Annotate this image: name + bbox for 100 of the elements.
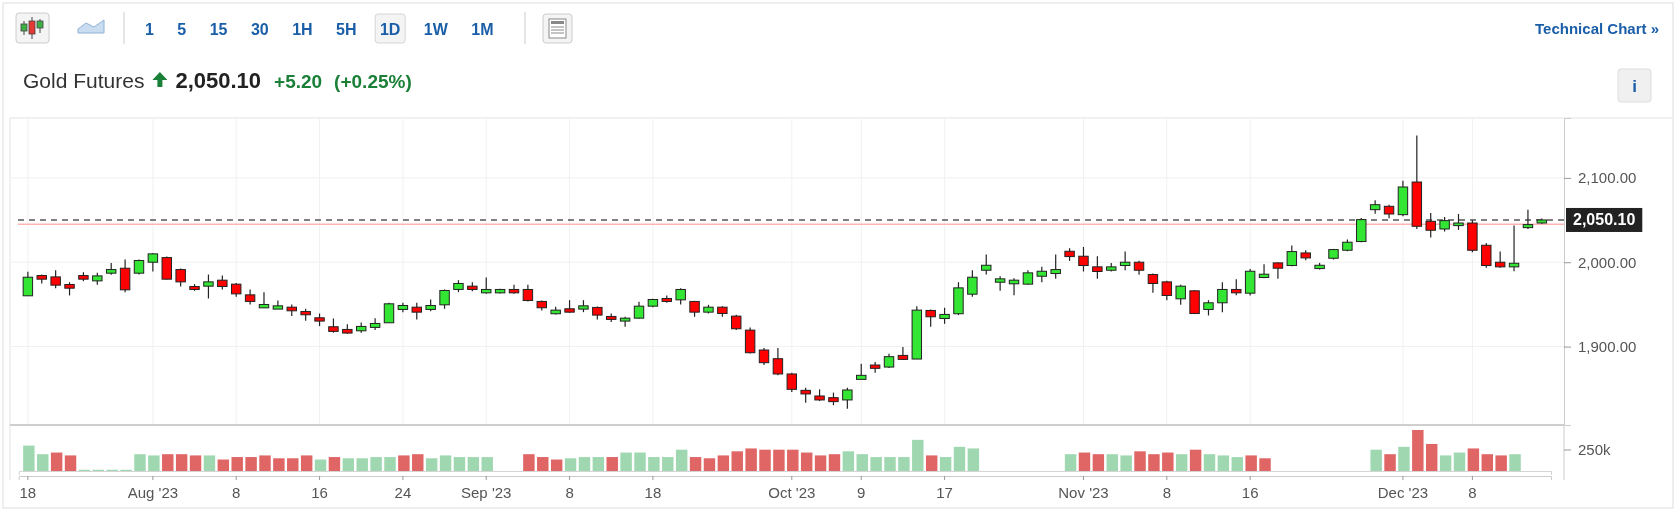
bar xyxy=(148,455,160,471)
candlestick xyxy=(369,317,381,331)
bar xyxy=(662,457,674,471)
candlestick xyxy=(1050,253,1061,280)
text: 1 5 15 30 1H 5H 1D 1W 1M xyxy=(145,21,494,38)
bar xyxy=(1425,443,1438,471)
bar xyxy=(731,451,743,471)
ref-line-label: 2,050.10 xyxy=(1573,211,1636,229)
bar xyxy=(1120,455,1132,471)
bar xyxy=(273,458,285,471)
candlestick xyxy=(1508,225,1520,272)
candlestick xyxy=(1244,268,1256,297)
candlestick xyxy=(1481,242,1492,269)
x-tick-label: Sep '23 xyxy=(461,484,512,501)
bar xyxy=(453,457,466,471)
bar xyxy=(675,449,688,471)
candlestick xyxy=(258,291,270,309)
bar xyxy=(856,454,868,471)
x-tick-label: 16 xyxy=(1241,484,1259,501)
bar xyxy=(384,457,396,471)
bar xyxy=(689,457,702,471)
bar xyxy=(1078,452,1091,471)
bar xyxy=(1370,449,1382,471)
candlestick xyxy=(1356,217,1367,243)
x-tick-label: 16 xyxy=(311,484,328,501)
bar xyxy=(1439,455,1452,471)
bar xyxy=(828,454,841,471)
x-tick-label: Dec '23 xyxy=(1377,484,1429,501)
bar xyxy=(606,457,618,471)
bar xyxy=(162,454,174,471)
candlestick xyxy=(981,253,992,276)
x-tick-label: Nov '23 xyxy=(1058,484,1109,501)
bar xyxy=(1467,448,1480,471)
bar xyxy=(1092,454,1105,471)
bar xyxy=(898,457,910,471)
bar xyxy=(231,457,243,471)
bar xyxy=(1259,458,1271,471)
bar xyxy=(634,452,646,471)
candlestick xyxy=(967,269,978,298)
x-tick-label: 9 xyxy=(857,484,866,501)
bar xyxy=(50,452,63,471)
bar xyxy=(1495,455,1507,471)
bar xyxy=(370,457,382,471)
bar xyxy=(412,454,424,471)
bar xyxy=(328,457,341,471)
candlestick xyxy=(869,361,881,374)
x-tick-label: 18 xyxy=(19,484,37,501)
bar xyxy=(134,454,146,471)
candlestick xyxy=(1258,263,1270,279)
bar xyxy=(717,455,730,471)
bar xyxy=(953,446,966,471)
bar xyxy=(23,445,35,471)
x-tick-label: 8 xyxy=(232,484,241,501)
bar xyxy=(537,457,549,471)
bar xyxy=(1203,454,1216,471)
candlestick xyxy=(1119,251,1131,271)
bar xyxy=(1245,455,1257,471)
bar xyxy=(703,458,716,471)
bar xyxy=(523,454,535,471)
bar xyxy=(773,449,785,471)
bar xyxy=(564,458,577,471)
chart-subtitle: 2,050.10 xyxy=(175,68,262,93)
x-tick-label: Oct '23 xyxy=(768,484,816,501)
candlestick xyxy=(119,258,131,293)
bar xyxy=(787,449,799,471)
bar xyxy=(592,457,605,471)
bar xyxy=(425,458,438,471)
chart-title: Gold Futures xyxy=(23,69,145,92)
y-tick-label: 1,900.00 xyxy=(1578,337,1637,355)
x-tick-label: 18 xyxy=(644,484,662,501)
bar xyxy=(1384,454,1396,471)
candlestick xyxy=(1217,281,1228,313)
y-tick-label: 2,000.00 xyxy=(1578,253,1637,271)
bar xyxy=(1481,454,1493,471)
x-tick-label: 8 xyxy=(565,484,574,501)
bar xyxy=(259,455,271,471)
bar xyxy=(1064,454,1077,471)
bar xyxy=(800,452,813,471)
bar xyxy=(648,457,660,471)
text: Technical Chart » xyxy=(1535,20,1659,37)
text: i xyxy=(1632,77,1637,96)
bar xyxy=(1148,454,1160,471)
bar xyxy=(398,455,410,471)
candlestick xyxy=(1522,209,1534,230)
candlestick xyxy=(994,275,1006,292)
candlestick xyxy=(22,271,34,297)
bar xyxy=(814,455,827,471)
bar xyxy=(467,457,480,471)
candlestick xyxy=(203,273,214,300)
bar xyxy=(1509,454,1521,471)
candlestick xyxy=(439,288,450,310)
bar xyxy=(189,455,202,471)
bar xyxy=(314,459,327,471)
bar xyxy=(481,457,493,471)
bar xyxy=(967,448,980,471)
bar xyxy=(342,458,355,471)
x-tick-label: 24 xyxy=(394,484,412,501)
bar xyxy=(245,457,257,471)
bar xyxy=(287,458,299,471)
bar xyxy=(745,448,757,471)
